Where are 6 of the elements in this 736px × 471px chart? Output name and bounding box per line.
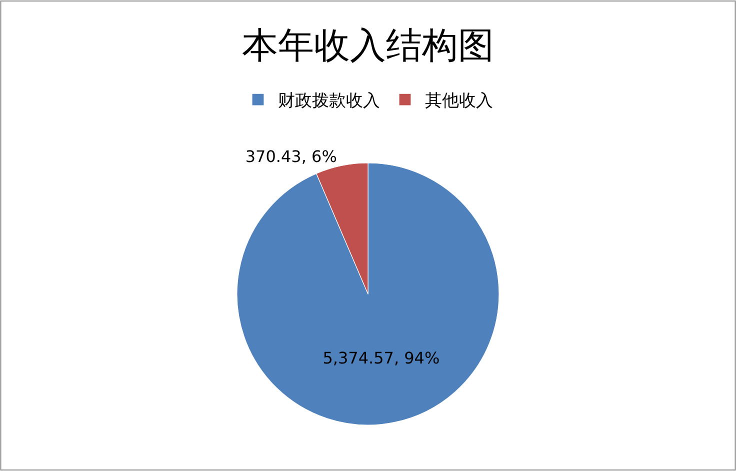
data-label: 370.43, 6% (245, 147, 337, 166)
pie-slice (236, 162, 500, 426)
chart-title: 本年收入结构图 (242, 26, 494, 67)
legend-label: 财政拨款收入 (278, 91, 380, 112)
legend-label: 其他收入 (425, 91, 493, 112)
data-label: 5,374.57, 94% (322, 348, 440, 368)
